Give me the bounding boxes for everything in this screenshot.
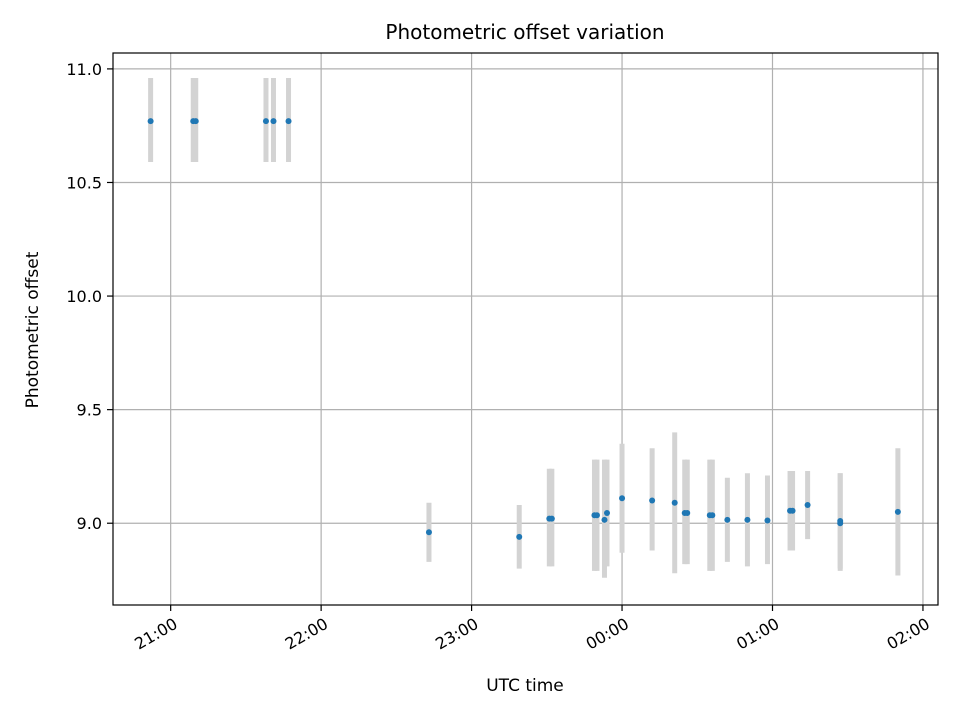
- data-point: [601, 516, 608, 523]
- error-bars: [148, 77, 901, 578]
- data-point: [764, 517, 771, 524]
- y-tick-label: 11.0: [66, 60, 102, 79]
- data-point: [744, 516, 751, 523]
- data-point: [285, 118, 292, 125]
- y-axis-label: Photometric offset: [23, 251, 43, 408]
- x-tick-label: 21:00: [131, 614, 180, 654]
- grid-lines: [113, 53, 938, 605]
- y-tick-label: 10.0: [66, 287, 102, 306]
- data-point: [192, 118, 199, 125]
- chart-title: Photometric offset variation: [385, 20, 664, 44]
- data-point: [709, 512, 716, 519]
- data-point: [894, 508, 901, 515]
- data-point: [425, 529, 432, 536]
- data-point: [593, 512, 600, 519]
- data-point: [262, 118, 269, 125]
- data-point: [789, 507, 796, 514]
- data-point: [147, 118, 154, 125]
- x-axis-ticks: 21:00 22:00 23:00 00:00 01:00 02:00: [131, 605, 933, 654]
- y-tick-label: 9.0: [77, 514, 102, 533]
- data-point: [548, 515, 555, 522]
- y-axis-ticks: 9.0 9.5 10.0 10.5 11.0: [66, 60, 113, 533]
- data-point: [619, 495, 626, 502]
- y-tick-label: 10.5: [66, 173, 102, 192]
- x-tick-label: 22:00: [282, 614, 331, 654]
- data-points: [147, 118, 901, 540]
- data-point: [270, 118, 277, 125]
- data-point: [516, 533, 523, 540]
- x-tick-label: 01:00: [733, 614, 782, 654]
- data-point: [724, 516, 731, 523]
- x-axis-label: UTC time: [486, 676, 564, 696]
- data-point: [837, 517, 844, 524]
- data-point: [684, 510, 691, 516]
- x-tick-label: 00:00: [583, 614, 632, 654]
- data-point: [804, 502, 811, 509]
- data-point: [671, 499, 678, 506]
- x-tick-label: 23:00: [432, 614, 481, 654]
- data-point: [603, 510, 610, 516]
- y-tick-label: 9.5: [77, 401, 102, 420]
- x-tick-label: 02:00: [884, 614, 933, 654]
- data-point: [649, 497, 656, 504]
- plot-frame: [112, 52, 939, 606]
